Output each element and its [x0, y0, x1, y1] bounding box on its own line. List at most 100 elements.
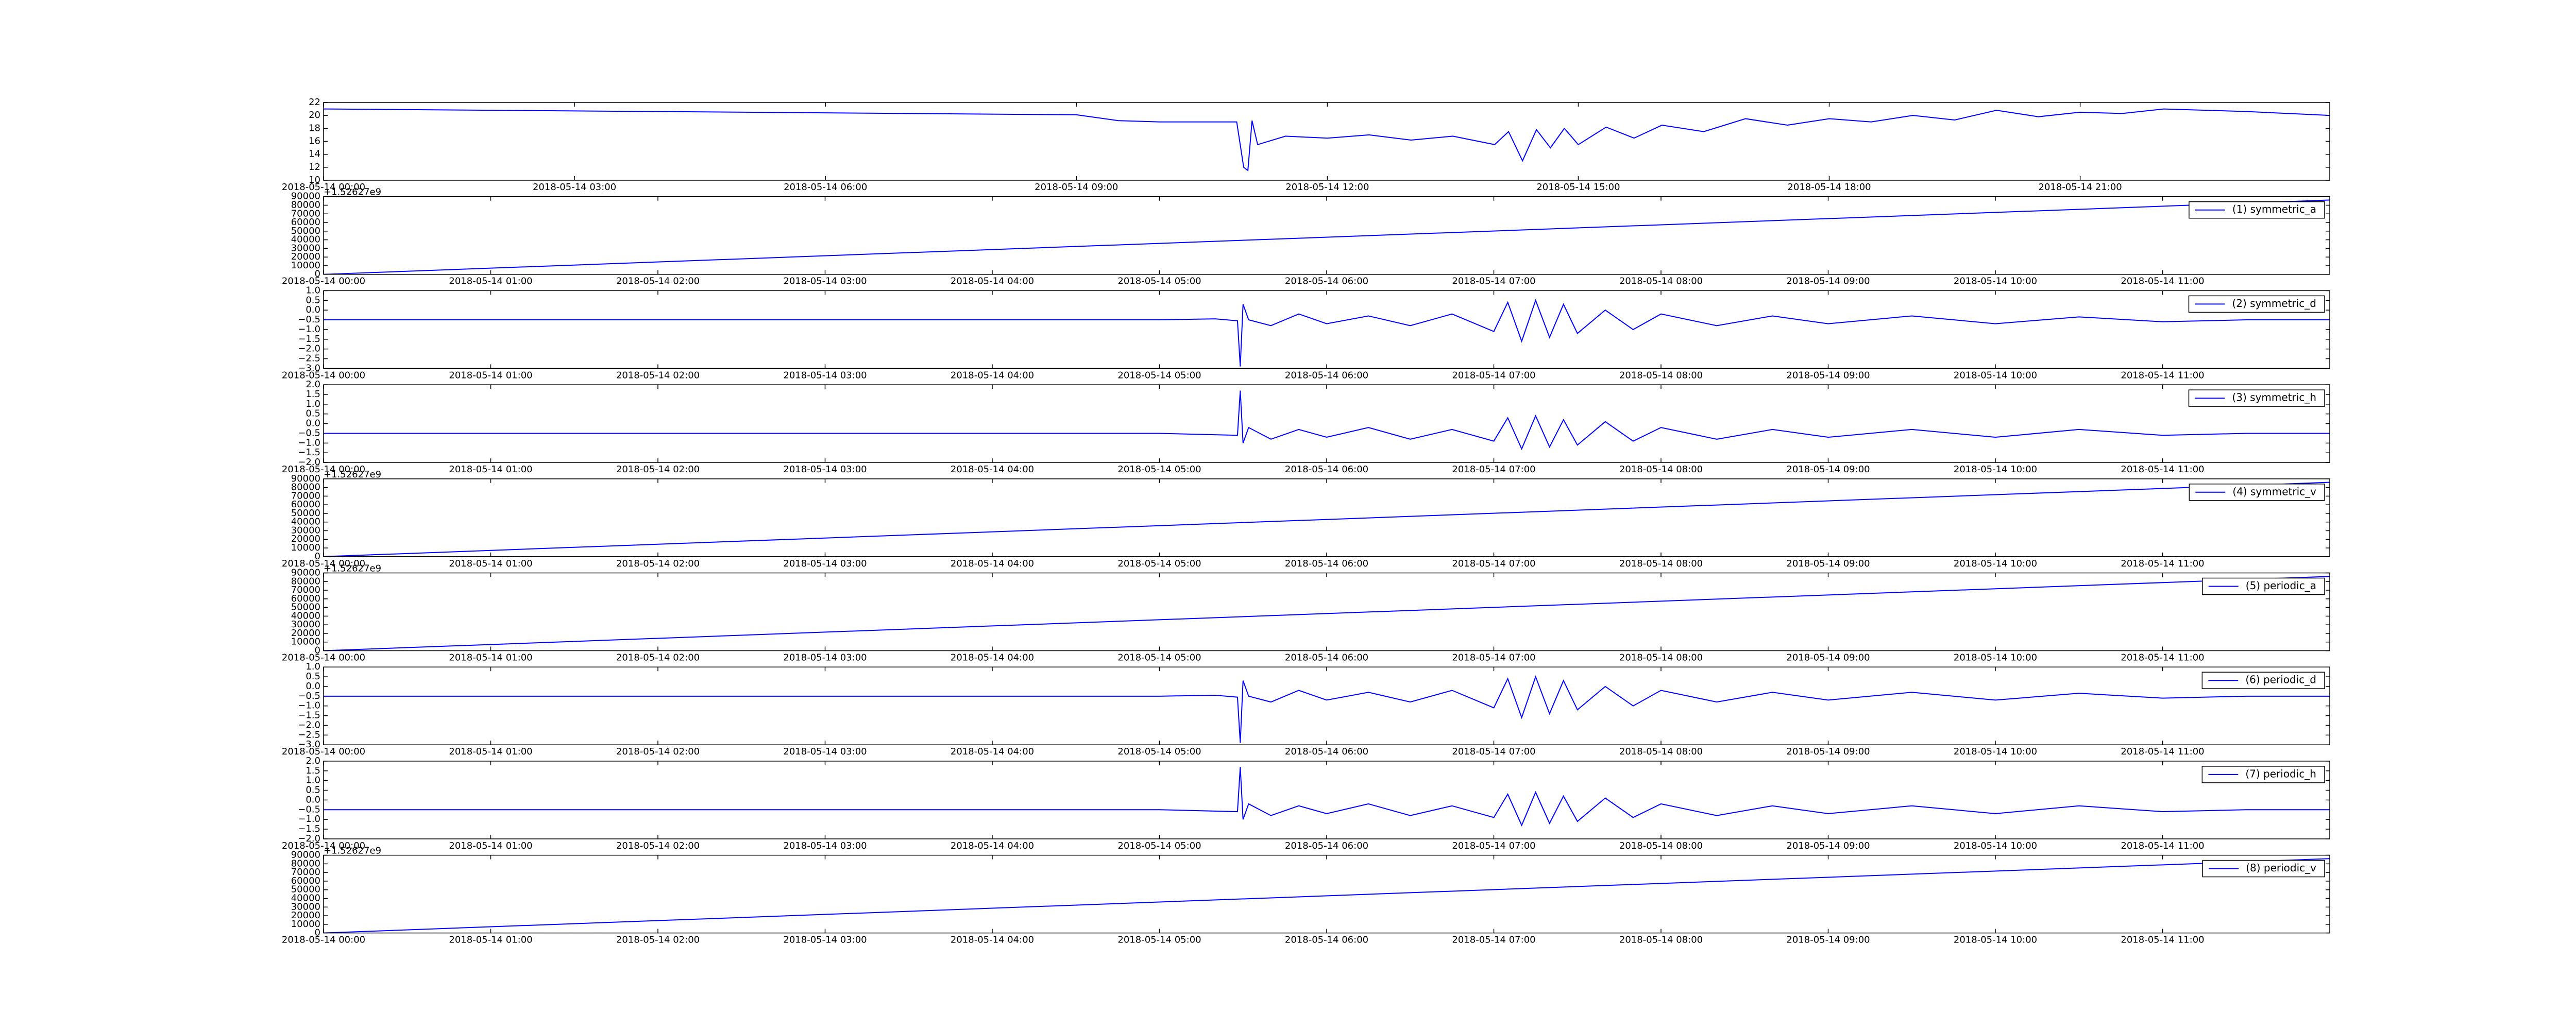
- y-tick-label: 30000: [291, 243, 320, 253]
- y-tick-label: −3.0: [298, 739, 320, 750]
- y-tick-label: 1.5: [306, 765, 320, 776]
- subplot: 0100002000030000400005000060000700008000…: [282, 563, 2330, 663]
- y-tick-label: 16: [309, 136, 320, 147]
- x-tick-label: 2018-05-14 10:00: [1954, 558, 2037, 569]
- x-tick-label: 2018-05-14 11:00: [2121, 276, 2204, 287]
- y-tick-label: −0.5: [298, 314, 320, 325]
- y-tick-label: 12: [309, 162, 320, 173]
- legend: (3) symmetric_h: [2188, 389, 2325, 407]
- axes-frame: [323, 761, 2330, 839]
- y-tick-label: −1.5: [298, 334, 320, 345]
- offset-text: +1.52627e9: [324, 563, 381, 574]
- legend-label: (6) periodic_d: [2245, 674, 2316, 686]
- y-tick-label: 0.5: [306, 295, 320, 305]
- y-tick-label: −1.0: [298, 324, 320, 335]
- x-tick-label: 2018-05-14 09:00: [1786, 746, 1870, 757]
- legend-label: (3) symmetric_h: [2232, 391, 2316, 404]
- data-line: [324, 767, 2330, 827]
- axes-frame: [323, 290, 2330, 369]
- legend-label: (5) periodic_a: [2246, 579, 2316, 592]
- legend: (7) periodic_h: [2201, 766, 2325, 783]
- y-tick-label: 0: [315, 645, 320, 656]
- x-tick-label: 2018-05-14 00:00: [282, 182, 365, 193]
- y-tick-label: 1.0: [306, 775, 320, 786]
- y-tick-label: 90000: [291, 850, 320, 861]
- y-tick-label: 20000: [291, 628, 320, 639]
- x-tick-label: 2018-05-14 07:00: [1452, 558, 1535, 569]
- y-tick-label: 10000: [291, 637, 320, 647]
- offset-text: +1.52627e9: [324, 469, 381, 480]
- y-tick-label: 0: [315, 269, 320, 280]
- x-tick-label: 2018-05-14 01:00: [449, 935, 532, 946]
- y-tick-label: 60000: [291, 499, 320, 510]
- y-tick-label: 2.0: [306, 379, 320, 390]
- x-tick-label: 2018-05-14 02:00: [616, 276, 700, 287]
- x-tick-label: 2018-05-14 07:00: [1452, 276, 1535, 287]
- y-tick-label: 70000: [291, 585, 320, 595]
- y-tick-label: 0: [315, 551, 320, 562]
- y-tick-label: 14: [309, 149, 320, 160]
- subplot: 0100002000030000400005000060000700008000…: [282, 187, 2330, 287]
- x-tick-label: 2018-05-14 12:00: [1285, 182, 1369, 193]
- x-tick-label: 2018-05-14 08:00: [1619, 746, 1703, 757]
- x-tick-label: 2018-05-14 10:00: [1954, 276, 2037, 287]
- y-tick-label: 80000: [291, 482, 320, 493]
- axes-frame: [323, 666, 2330, 745]
- x-tick-label: 2018-05-14 02:00: [616, 935, 700, 946]
- x-tick-label: 2018-05-14 05:00: [1117, 276, 1201, 287]
- x-tick-label: 2018-05-14 07:00: [1452, 840, 1535, 851]
- x-tick-label: 2018-05-14 05:00: [1117, 840, 1201, 851]
- y-tick-label: −1.0: [298, 814, 320, 825]
- x-tick-label: 2018-05-14 03:00: [783, 840, 867, 851]
- y-tick-label: 1.0: [306, 661, 320, 672]
- axes-frame: [323, 384, 2330, 463]
- x-tick-label: 2018-05-14 09:00: [1786, 276, 1870, 287]
- x-tick-label: 2018-05-14 06:00: [1285, 276, 1368, 287]
- x-tick-label: 2018-05-14 11:00: [2121, 746, 2204, 757]
- x-tick-label: 2018-05-14 01:00: [449, 464, 532, 475]
- x-tick-label: 2018-05-14 08:00: [1619, 840, 1703, 851]
- legend-label: (2) symmetric_d: [2232, 297, 2316, 310]
- y-tick-label: 0.5: [306, 671, 320, 682]
- x-tick-label: 2018-05-14 08:00: [1619, 276, 1703, 287]
- y-tick-label: 0.0: [306, 794, 320, 805]
- x-tick-label: 2018-05-14 04:00: [951, 840, 1034, 851]
- x-tick-label: 2018-05-14 06:00: [1285, 558, 1368, 569]
- y-tick-label: 80000: [291, 199, 320, 210]
- legend-label: (7) periodic_h: [2245, 767, 2316, 780]
- x-tick-label: 2018-05-14 00:00: [282, 746, 365, 757]
- x-tick-label: 2018-05-14 00:00: [282, 464, 365, 475]
- x-tick-label: 2018-05-14 01:00: [449, 840, 532, 851]
- x-tick-label: 2018-05-14 09:00: [1786, 935, 1870, 946]
- y-tick-label: 20000: [291, 534, 320, 544]
- y-tick-label: 20000: [291, 910, 320, 921]
- data-line: [324, 576, 2330, 651]
- x-tick-label: 2018-05-14 10:00: [1954, 370, 2037, 381]
- x-tick-label: 2018-05-14 08:00: [1619, 464, 1703, 475]
- y-tick-label: 90000: [291, 191, 320, 202]
- legend-box: [2202, 860, 2325, 878]
- y-tick-label: −1.0: [298, 700, 320, 711]
- legend: (4) symmetric_v: [2189, 484, 2325, 501]
- x-tick-label: 2018-05-14 06:00: [1285, 370, 1368, 381]
- x-tick-label: 2018-05-14 01:00: [449, 276, 532, 287]
- x-tick-label: 2018-05-14 07:00: [1452, 935, 1535, 946]
- x-tick-label: 2018-05-14 06:00: [1285, 840, 1368, 851]
- x-tick-label: 2018-05-14 02:00: [616, 464, 700, 475]
- legend: (1) symmetric_a: [2189, 201, 2325, 219]
- x-tick-label: 2018-05-14 01:00: [449, 653, 532, 663]
- x-tick-label: 2018-05-14 07:00: [1452, 746, 1535, 757]
- y-tick-label: 90000: [291, 473, 320, 484]
- y-tick-label: 70000: [291, 208, 320, 219]
- y-tick-label: 10000: [291, 542, 320, 553]
- y-tick-label: 40000: [291, 234, 320, 245]
- y-tick-label: 80000: [291, 576, 320, 587]
- subplot: −2.0−1.5−1.0−0.50.00.51.01.52.0 2018-05-1…: [282, 379, 2330, 475]
- x-tick-label: 2018-05-14 01:00: [449, 746, 532, 757]
- x-tick-label: 2018-05-14 07:00: [1452, 653, 1535, 663]
- y-tick-label: 30000: [291, 525, 320, 536]
- subplot: 10 12 14 16 18 20 22 2018-05-14 00:00 2018-05-14…: [282, 97, 2330, 193]
- x-tick-label: 2018-05-14 07:00: [1452, 370, 1535, 381]
